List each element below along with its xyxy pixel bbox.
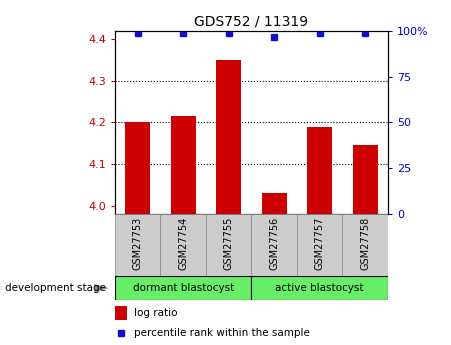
Bar bbox=[307, 127, 332, 214]
Text: active blastocyst: active blastocyst bbox=[276, 283, 364, 293]
Text: development stage: development stage bbox=[5, 283, 106, 293]
Bar bbox=[262, 193, 287, 214]
Title: GDS752 / 11319: GDS752 / 11319 bbox=[194, 14, 308, 29]
Text: percentile rank within the sample: percentile rank within the sample bbox=[134, 328, 310, 338]
Text: dormant blastocyst: dormant blastocyst bbox=[133, 283, 234, 293]
Bar bbox=[216, 60, 241, 214]
Text: GSM27757: GSM27757 bbox=[315, 217, 325, 270]
Bar bbox=[115, 214, 161, 276]
Bar bbox=[353, 145, 377, 214]
Bar bbox=[342, 214, 388, 276]
Bar bbox=[115, 276, 252, 300]
Text: GSM27755: GSM27755 bbox=[224, 217, 234, 270]
Polygon shape bbox=[94, 284, 109, 292]
Bar bbox=[171, 116, 196, 214]
Bar bbox=[161, 214, 206, 276]
Text: GSM27754: GSM27754 bbox=[178, 217, 188, 270]
Text: GSM27756: GSM27756 bbox=[269, 217, 279, 270]
Text: log ratio: log ratio bbox=[134, 308, 178, 318]
Bar bbox=[206, 214, 252, 276]
Bar bbox=[297, 214, 342, 276]
Text: GSM27758: GSM27758 bbox=[360, 217, 370, 270]
Text: GSM27753: GSM27753 bbox=[133, 217, 143, 270]
Bar bbox=[252, 276, 388, 300]
Bar bbox=[125, 122, 150, 214]
Bar bbox=[252, 214, 297, 276]
Bar bbox=[115, 306, 127, 319]
